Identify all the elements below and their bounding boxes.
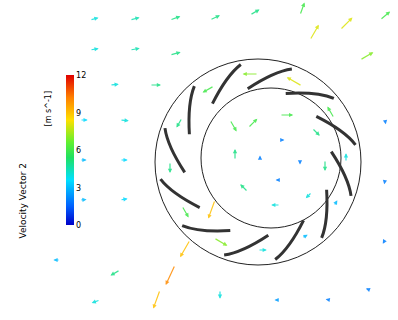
svg-text:9: 9 (76, 109, 81, 118)
svg-text:6: 6 (76, 146, 81, 155)
svg-text:[m s^-1]: [m s^-1] (44, 91, 53, 126)
svg-text:Velocity Vector 2: Velocity Vector 2 (18, 163, 28, 238)
svg-text:12: 12 (76, 71, 86, 80)
svg-text:0: 0 (76, 221, 81, 230)
svg-text:3: 3 (76, 184, 81, 193)
